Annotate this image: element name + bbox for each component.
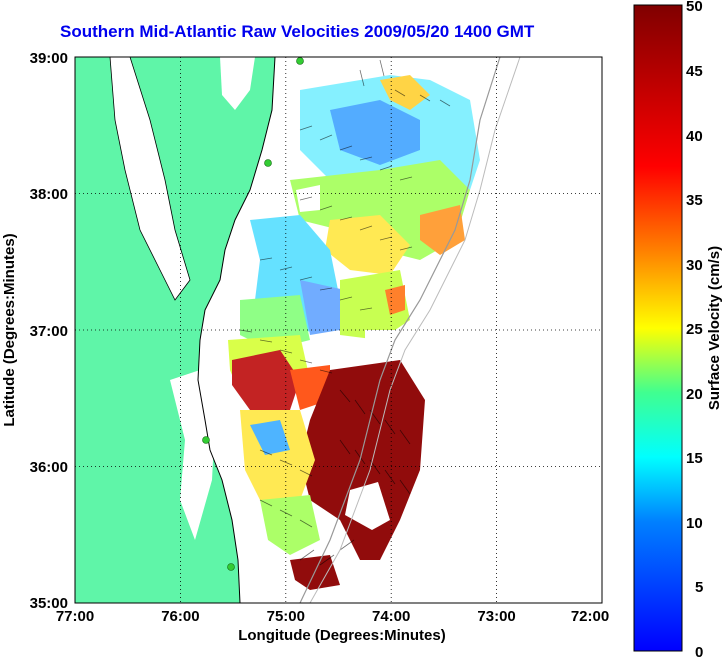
colorbar-tick-label: 40 [686, 128, 703, 145]
y-axis-label: Latitude (Degrees:Minutes) [1, 233, 18, 426]
x-tick-label: 77:00 [56, 608, 94, 625]
chesapeake-bay [110, 57, 190, 300]
x-tick-label: 75:00 [267, 608, 305, 625]
station-marker [202, 436, 210, 444]
coastline [197, 57, 276, 603]
colorbar-tick-label: 50 [686, 0, 703, 15]
velocity-vectors [239, 59, 451, 566]
x-ticks: 77:00 76:00 75:00 74:00 73:00 72:00 [56, 608, 609, 625]
grid [75, 57, 602, 603]
colorbar-label: Surface Velocity (cm/s) [706, 246, 723, 410]
colorbar-tick-label: 25 [686, 321, 703, 338]
colorbar-ticks: 50 45 40 35 30 25 20 15 10 5 0 [686, 0, 703, 659]
y-tick-label: 36:00 [30, 459, 68, 476]
y-tick-label: 37:00 [30, 323, 68, 340]
delaware-bay [220, 57, 255, 110]
shelf-contour [299, 57, 501, 603]
x-axis-label: Longitude (Degrees:Minutes) [238, 627, 446, 644]
map-title: Southern Mid-Atlantic Raw Velocities 200… [60, 22, 535, 41]
station-marker [296, 57, 304, 65]
colorbar-tick-label: 0 [695, 644, 703, 659]
station-marker [264, 159, 272, 167]
y-tick-label: 35:00 [30, 595, 68, 612]
x-tick-label: 76:00 [161, 608, 199, 625]
shelf-contour-2 [309, 57, 521, 603]
colorbar-tick-label: 15 [686, 450, 703, 467]
y-ticks: 39:00 38:00 37:00 36:00 35:00 [30, 50, 68, 612]
station-marker [227, 563, 235, 571]
bay-outline [109, 57, 191, 301]
colorbar-tick-label: 45 [686, 63, 703, 80]
x-tick-label: 73:00 [477, 608, 515, 625]
x-tick-label: 74:00 [372, 608, 410, 625]
colorbar-tick-label: 10 [686, 515, 703, 532]
velocity-field [228, 75, 480, 590]
colorbar-tick-label: 30 [686, 257, 703, 274]
y-tick-label: 39:00 [30, 50, 68, 67]
colorbar-tick-label: 20 [686, 386, 703, 403]
plot-frame [74, 56, 603, 604]
colorbar [633, 4, 683, 652]
radar-stations [202, 57, 304, 571]
colorbar-tick-label: 35 [686, 192, 703, 209]
x-tick-label: 72:00 [571, 608, 609, 625]
colorbar-tick-label: 5 [695, 579, 703, 596]
y-tick-label: 38:00 [30, 186, 68, 203]
